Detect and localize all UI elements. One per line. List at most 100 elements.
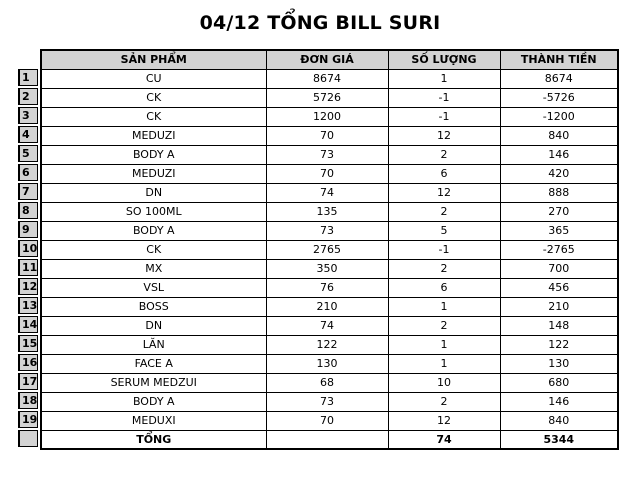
cell-quantity: 2 [387,391,501,412]
cell-amount: 8674 [499,68,619,89]
cell-total-amount: 5344 [499,429,619,450]
table-row: MEDUZI 70 12 840 [40,125,619,146]
table-row: MEDUZI 70 6 420 [40,163,619,184]
cell-quantity: -1 [387,239,501,260]
cell-amount: 148 [499,315,619,336]
cell-product: VSL [40,277,267,298]
column-header-amount: THÀNH TIỀN [499,49,619,70]
column-header-product: SẢN PHẨM [40,49,267,70]
cell-unit-price: 73 [265,144,389,165]
row-number: 11 [18,259,38,276]
cell-amount: 420 [499,163,619,184]
row-number-gutter: 1 2 3 4 5 6 7 8 9 10 11 12 13 14 15 16 17 18 19 [18,69,38,447]
cell-product: FACE A [40,353,267,374]
cell-quantity: 6 [387,163,501,184]
row-number: 15 [18,335,38,352]
cell-unit-price: 70 [265,410,389,431]
cell-unit-price: 130 [265,353,389,374]
cell-product: BODY A [40,144,267,165]
cell-quantity: 12 [387,410,501,431]
cell-product: LĂN [40,334,267,355]
row-number: 7 [18,183,38,200]
cell-product: CK [40,239,267,260]
cell-quantity: 12 [387,125,501,146]
row-number: 17 [18,373,38,390]
cell-unit-price: 1200 [265,106,389,127]
cell-product: SERUM MEDZUI [40,372,267,393]
row-number-total [18,430,38,447]
cell-unit-price: 135 [265,201,389,222]
cell-product: CU [40,68,267,89]
cell-quantity: 1 [387,334,501,355]
cell-unit-price: 73 [265,391,389,412]
cell-product: MX [40,258,267,279]
total-row: TỔNG 74 5344 [40,429,619,450]
cell-unit-price: 74 [265,315,389,336]
cell-amount: -2765 [499,239,619,260]
cell-quantity: 2 [387,144,501,165]
cell-amount: 840 [499,410,619,431]
cell-quantity: 2 [387,315,501,336]
cell-product: MEDUXI [40,410,267,431]
cell-product: DN [40,315,267,336]
row-number: 3 [18,107,38,124]
cell-quantity: 1 [387,296,501,317]
cell-product: MEDUZI [40,125,267,146]
bill-table-body: CU 8674 1 8674 CK 5726 -1 -5726 CK 1200 -1 -1200 MED… [40,68,619,450]
table-row: VSL 76 6 456 [40,277,619,298]
table-row: MX 350 2 700 [40,258,619,279]
page-title: 04/12 TỔNG BILL SURI [199,12,441,34]
table-row: LĂN 122 1 122 [40,334,619,355]
table-row: SO 100ML 135 2 270 [40,201,619,222]
cell-unit-price: 70 [265,163,389,184]
cell-product: BOSS [40,296,267,317]
table-row: DN 74 12 888 [40,182,619,203]
cell-quantity: 2 [387,258,501,279]
cell-amount: 456 [499,277,619,298]
cell-quantity: 6 [387,277,501,298]
table-row: BODY A 73 5 365 [40,220,619,241]
bill-table-header: SẢN PHẨM ĐƠN GIÁ SỐ LƯỢNG THÀNH TIỀN [40,49,619,70]
bill-table: SẢN PHẨM ĐƠN GIÁ SỐ LƯỢNG THÀNH TIỀN CU 8… [40,49,619,450]
cell-quantity: -1 [387,106,501,127]
row-number: 8 [18,202,38,219]
cell-amount: -1200 [499,106,619,127]
cell-amount: 210 [499,296,619,317]
cell-unit-price: 68 [265,372,389,393]
table-row: MEDUXI 70 12 840 [40,410,619,431]
cell-total-label: TỔNG [40,429,267,450]
row-number: 16 [18,354,38,371]
row-number: 5 [18,145,38,162]
cell-quantity: 1 [387,353,501,374]
cell-quantity: -1 [387,87,501,108]
cell-product: CK [40,106,267,127]
cell-amount: 270 [499,201,619,222]
cell-unit-price: 70 [265,125,389,146]
table-row: CK 1200 -1 -1200 [40,106,619,127]
bill-table-area: 1 2 3 4 5 6 7 8 9 10 11 12 13 14 15 16 17 18 19 SẢN PHẨM Đ… [18,49,619,450]
header-row: SẢN PHẨM ĐƠN GIÁ SỐ LƯỢNG THÀNH TIỀN [40,49,619,70]
cell-unit-price: 76 [265,277,389,298]
cell-quantity: 1 [387,68,501,89]
cell-amount: 146 [499,144,619,165]
row-number: 19 [18,411,38,428]
cell-product: SO 100ML [40,201,267,222]
cell-total-quantity: 74 [387,429,501,450]
column-header-unit-price: ĐƠN GIÁ [265,49,389,70]
row-number: 14 [18,316,38,333]
cell-product: DN [40,182,267,203]
row-number: 4 [18,126,38,143]
cell-amount: 888 [499,182,619,203]
cell-amount: 700 [499,258,619,279]
cell-product: BODY A [40,391,267,412]
column-header-quantity: SỐ LƯỢNG [387,49,501,70]
row-number: 18 [18,392,38,409]
cell-quantity: 5 [387,220,501,241]
cell-total-unit-price [265,429,389,450]
row-number: 9 [18,221,38,238]
cell-unit-price: 74 [265,182,389,203]
cell-amount: 146 [499,391,619,412]
table-row: BODY A 73 2 146 [40,391,619,412]
cell-unit-price: 350 [265,258,389,279]
row-number: 13 [18,297,38,314]
